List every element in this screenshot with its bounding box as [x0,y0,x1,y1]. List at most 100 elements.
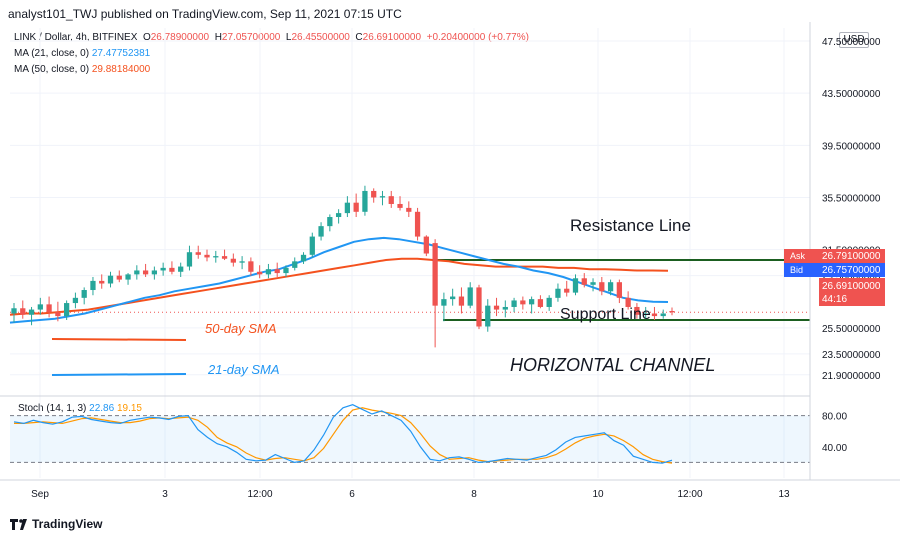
candle [90,276,96,296]
close-value: 26.69100000 [362,32,422,43]
candle [134,265,140,280]
time-tick-label: 8 [471,489,477,500]
time-tick-label: Sep [31,489,49,500]
candle-body [528,299,535,305]
candle [581,273,587,288]
candle-body [309,236,315,255]
candle [292,257,298,271]
candle-body [116,275,122,280]
candle [362,185,368,216]
candle [37,297,43,315]
open-value: 26.78900000 [150,32,210,43]
candle-body [283,267,289,274]
price-chart[interactable]: 47.50000000 43.50000000 39.50000000 35.5000… [0,22,900,510]
candle [178,262,184,277]
price-tick-label: 43.50000000 [822,89,881,100]
candle-body [300,254,307,262]
candle-body [186,252,193,267]
support-label: Support Line [560,306,651,323]
candle [607,279,614,296]
candle [309,232,315,258]
open-label: O [142,32,151,43]
ma21-series [9,236,669,324]
last-price-bg [819,278,885,306]
last-price-tag: 26.69100000 44:16 [819,278,885,306]
currency-button[interactable]: USD [839,32,869,48]
sma50-legend-line [51,338,187,341]
candle-body [458,296,465,306]
candle [125,273,131,285]
candle-body [204,254,210,258]
channel-label: HORIZONTAL CHANNEL [510,355,715,375]
ma21-legend: MA (21, close, 0) 27.47752381 [14,48,150,59]
candle-body [616,282,622,298]
candle-body [248,261,254,272]
candle-body [81,290,87,298]
candle-body [257,271,263,275]
stoch-k-value: 22.86 [89,403,115,414]
candle [485,299,491,332]
candle-body [599,282,605,292]
candle-body [476,287,482,327]
candle [423,235,429,257]
ma50-label: MA (50, close, 0) [14,64,90,75]
candle [64,300,70,320]
high-label: H [214,32,222,43]
candle-body [397,203,403,208]
candle [55,301,61,322]
candle-body [90,280,96,291]
low-value: 26.45500000 [291,32,350,43]
candle-body [537,299,544,307]
candle [546,295,552,311]
candle-body [55,312,61,317]
candle-body [99,280,105,284]
sma50-label: 50-day SMA [205,321,277,336]
candle [265,263,272,279]
candle-body [344,202,351,214]
countdown-value: 44:16 [822,294,847,305]
candle-body [142,270,149,275]
candle-body [590,282,596,285]
candle-body [625,297,631,307]
candle-body [318,226,324,237]
footer-brand: TradingView [32,517,103,531]
candle [564,280,570,297]
candle-body [441,299,447,306]
candle-body [221,256,228,259]
candle [107,271,114,288]
candle [335,209,342,224]
candle [414,207,421,241]
ask-tag: Ask 26.79100000 [784,249,885,263]
candle-body [362,190,368,212]
candle [283,265,289,277]
candle [599,276,605,296]
candle [397,196,403,211]
candle-body [213,256,219,258]
candle-body [406,207,412,212]
stoch-k-series [13,404,673,464]
candle-body [335,213,342,218]
candle-body [467,287,473,306]
candle [572,274,579,296]
stoch-d-value: 19.15 [116,403,142,414]
ma21-value: 27.47752381 [91,48,151,59]
candle [28,306,35,326]
candle-body [555,288,561,298]
candle-body [581,278,587,285]
high-value: 27.05700000 [221,32,281,43]
ma21-label: MA (21, close, 0) [14,48,90,59]
candle [643,306,649,319]
candle [660,309,666,319]
ma21-line [9,236,669,324]
candle [344,196,351,218]
candle [99,274,105,289]
candle [160,262,166,276]
candle [537,295,544,309]
close-label: C [355,32,363,43]
change-value: +0.20400000 (+0.77%) [426,32,529,43]
channel-lines [51,259,810,376]
candle [318,222,324,241]
sma21-label: 21-day SMA [207,362,280,377]
last-price-value: 26.69100000 [822,281,881,292]
candle [239,256,245,270]
